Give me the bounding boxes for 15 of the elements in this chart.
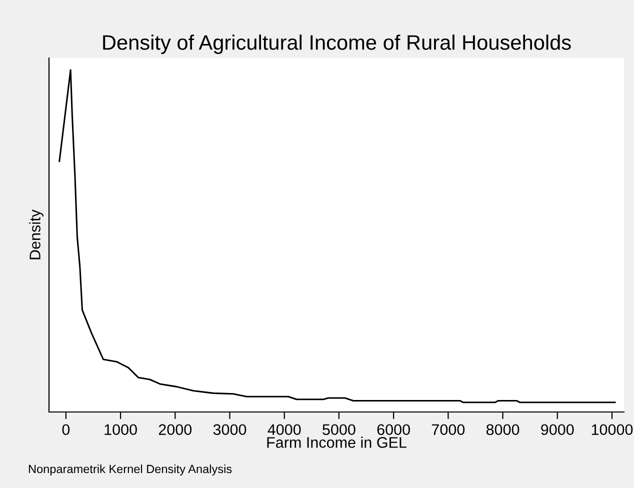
chart-title: Density of Agricultural Income of Rural Households [103,34,571,54]
x-tick-label: 2000 [158,424,192,436]
x-tick-label: 0 [62,424,70,436]
x-tick-label: 6000 [377,424,410,436]
x-tick-label: 1000 [104,424,137,436]
x-tick-label: 4000 [268,424,301,436]
x-tick-label: 3000 [213,424,246,436]
y-axis-title: Density [29,210,44,260]
x-tick-label: 7000 [432,424,465,436]
x-tick-label: 5000 [322,424,356,436]
text: Nonparametrik Kernel Density Analysis [28,464,232,476]
x-tick-label: 9000 [541,424,574,436]
x-tick-label: 8000 [486,424,520,436]
x-axis-title: Farm Income in GEL [267,436,406,448]
x-tick-label: 10000 [592,424,633,436]
